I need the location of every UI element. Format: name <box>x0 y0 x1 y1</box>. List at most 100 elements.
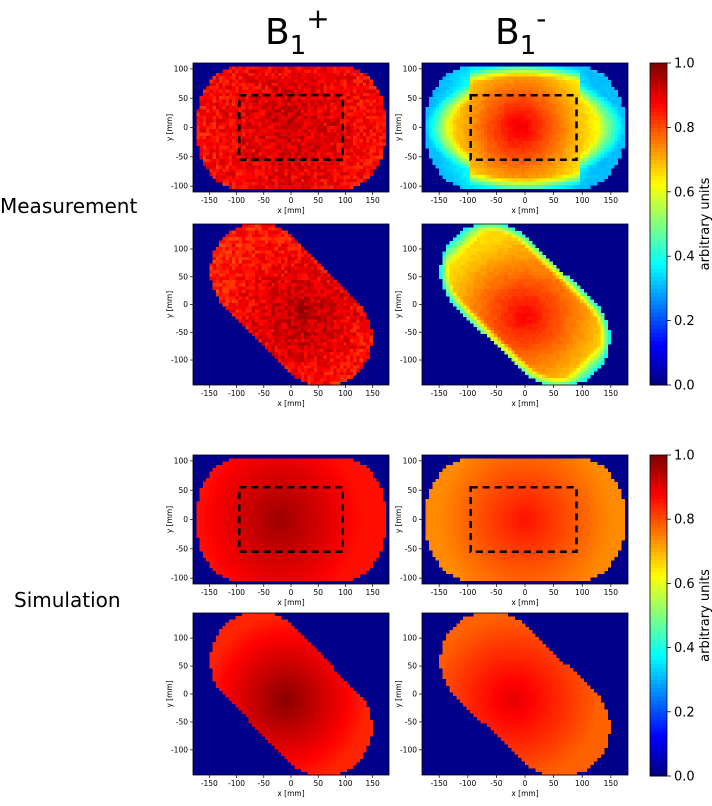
heatmap-cell <box>323 289 328 294</box>
heatmap-cell <box>470 73 474 77</box>
heatmap-cell <box>326 102 331 107</box>
heatmap-cell <box>248 247 253 251</box>
heatmap-cell <box>346 119 351 123</box>
heatmap-cell <box>261 276 266 281</box>
heatmap-cell <box>251 79 256 84</box>
heatmap-cell <box>258 125 262 130</box>
heatmap-cell <box>307 299 311 304</box>
heatmap-cell <box>573 73 577 77</box>
heatmap-cell <box>333 158 338 163</box>
heatmap-cell <box>215 109 220 114</box>
heatmap-cell <box>583 124 588 128</box>
heatmap-cell <box>245 185 249 190</box>
heatmap-cell <box>238 237 243 241</box>
heatmap-cell <box>449 90 454 94</box>
heatmap-cell <box>555 181 560 186</box>
heatmap-cell <box>531 127 536 132</box>
heatmap-cell <box>480 175 485 179</box>
heatmap-cell <box>264 96 269 100</box>
heatmap-cell <box>258 329 262 333</box>
heatmap-cell <box>456 90 461 94</box>
heatmap-cell <box>284 279 289 284</box>
heatmap-cell <box>304 165 308 170</box>
heatmap-cell <box>507 83 512 88</box>
heatmap-cell <box>225 139 230 143</box>
heatmap-cell <box>222 76 227 80</box>
heatmap-cell <box>590 86 595 91</box>
heatmap-cell <box>274 178 279 183</box>
heatmap-cell <box>219 82 223 87</box>
heatmap-cell <box>514 110 519 115</box>
heatmap-cell <box>323 309 328 314</box>
heatmap-cell <box>326 66 331 71</box>
heatmap-cell <box>232 119 236 123</box>
heatmap-cell <box>304 142 308 147</box>
heatmap-cell <box>514 144 519 149</box>
heatmap-cell <box>274 172 279 176</box>
heatmap-cell <box>245 230 249 235</box>
heatmap-cell <box>456 137 461 142</box>
heatmap-cell <box>219 253 223 258</box>
heatmap-cell <box>487 96 492 101</box>
heatmap-cell <box>242 296 246 300</box>
heatmap-cell <box>562 151 567 156</box>
heatmap-cell <box>196 132 200 137</box>
heatmap-cell <box>199 152 204 157</box>
heatmap-cell <box>353 115 357 120</box>
heatmap-cell <box>255 76 259 80</box>
heatmap-cell <box>340 106 344 110</box>
heatmap-cell <box>614 93 619 98</box>
heatmap-cell <box>232 175 236 180</box>
x-tick-label: 0 <box>523 196 528 205</box>
heatmap-cell <box>255 256 259 261</box>
heatmap-cell <box>425 117 430 122</box>
heatmap-cell <box>470 164 474 169</box>
heatmap-cell <box>323 325 328 330</box>
heatmap-cell <box>291 149 295 153</box>
heatmap-cell <box>497 130 502 135</box>
heatmap-cell <box>215 253 220 258</box>
heatmap-cell <box>507 185 512 189</box>
heatmap-cell <box>459 137 464 142</box>
heatmap-cell <box>232 283 236 287</box>
heatmap-cell <box>559 110 564 115</box>
heatmap-cell <box>597 130 601 135</box>
heatmap-cell <box>507 141 512 145</box>
heatmap-cell <box>610 158 615 162</box>
heatmap-cell <box>573 185 577 189</box>
heatmap-cell <box>268 253 272 258</box>
heatmap-cell <box>463 73 468 77</box>
heatmap-cell <box>343 89 347 94</box>
heatmap-cell <box>549 171 553 176</box>
heatmap-cell <box>542 151 546 156</box>
heatmap-cell <box>456 147 461 152</box>
heatmap-cell <box>535 79 540 84</box>
heatmap-cell <box>583 113 588 118</box>
heatmap-cell <box>525 130 529 135</box>
heatmap-cell <box>579 137 584 142</box>
heatmap-cell <box>525 93 529 98</box>
heatmap-cell <box>307 92 311 97</box>
heatmap-cell <box>600 175 605 179</box>
heatmap-cell <box>470 107 474 111</box>
heatmap-cell <box>610 147 615 152</box>
heatmap-cell <box>284 99 289 104</box>
heatmap-cell <box>480 154 485 159</box>
heatmap-cell <box>268 112 272 117</box>
heatmap-cell <box>600 158 605 162</box>
heatmap-cell <box>566 178 571 183</box>
heatmap-cell <box>235 270 240 274</box>
heatmap-cell <box>442 93 447 98</box>
heatmap-cell <box>291 139 295 143</box>
heatmap-cell <box>222 253 227 258</box>
heatmap-cell <box>542 124 546 128</box>
heatmap-cell <box>442 161 447 166</box>
heatmap-cell <box>326 172 331 176</box>
heatmap-cell <box>300 99 305 104</box>
heatmap-cell <box>562 124 567 128</box>
heatmap-cell <box>258 89 262 94</box>
heatmap-cell <box>313 82 318 87</box>
heatmap-cell <box>228 230 233 235</box>
heatmap-cell <box>212 158 217 163</box>
heatmap-cell <box>330 286 334 291</box>
